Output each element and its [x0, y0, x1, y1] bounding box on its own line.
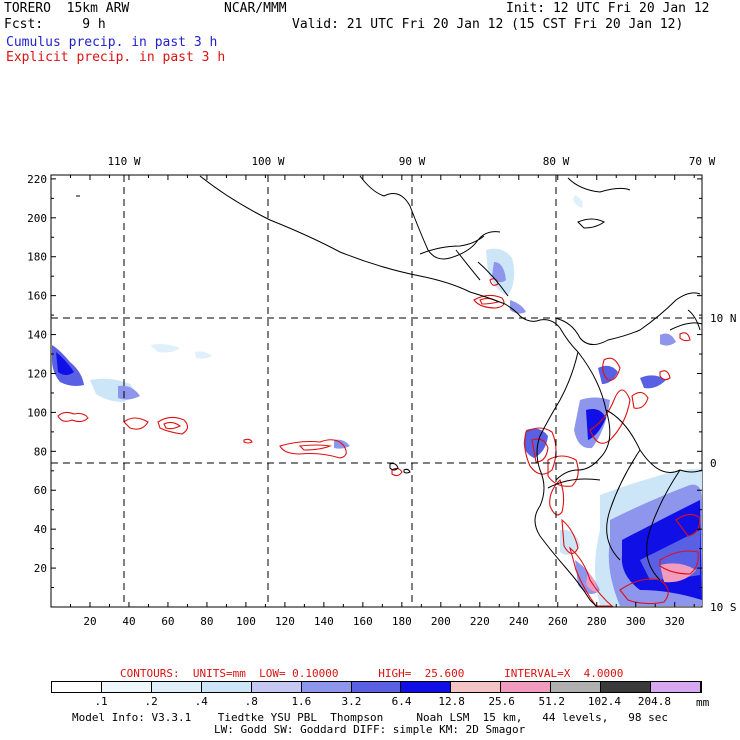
- color-scale-bar: [51, 681, 702, 693]
- color-scale-unit: mm: [696, 696, 710, 709]
- valid-time: Valid: 21 UTC Fri 20 Jan 12 (15 CST Fri …: [292, 17, 684, 32]
- color-scale-swatch: [201, 682, 252, 692]
- explicit-precip-label: Explicit precip. in past 3 h: [6, 50, 226, 65]
- y-tick-label: 60: [34, 484, 47, 497]
- x-tick-label: 120: [275, 615, 295, 628]
- color-scale-label: .8: [244, 695, 258, 708]
- galapagos-island: [389, 463, 399, 471]
- x-tick-label: 300: [626, 615, 646, 628]
- x-tick-label: 280: [587, 615, 607, 628]
- color-scale-label: 102.4: [587, 695, 621, 708]
- color-scale-label: 51.2: [538, 695, 566, 708]
- color-scale-swatch: [52, 682, 102, 692]
- cumulus-precip-label: Cumulus precip. in past 3 h: [6, 35, 218, 50]
- color-scale-label: 3.2: [341, 695, 362, 708]
- y-tick-label: 120: [27, 367, 47, 380]
- x-tick-label: 240: [509, 615, 529, 628]
- color-scale-label: 204.8: [637, 695, 672, 708]
- explicit-precip-contours: [57, 278, 701, 607]
- color-scale-swatch: [501, 682, 552, 692]
- y-tick-label: 80: [34, 445, 47, 458]
- y-tick-label: 160: [27, 290, 47, 303]
- x-tick-label: 320: [665, 615, 685, 628]
- color-scale-swatch: [651, 682, 701, 692]
- color-scale-swatch: [601, 682, 652, 692]
- x-tick-label: 140: [314, 615, 334, 628]
- y-tick-label: 200: [27, 212, 47, 225]
- forecast-hour: Fcst: 9 h: [4, 17, 106, 32]
- color-scale-label: .4: [194, 695, 208, 708]
- color-scale-label: .2: [144, 695, 158, 708]
- color-scale-label: 25.6: [488, 695, 515, 708]
- contour-info: CONTOURS: UNITS=mm LOW= 0.10000 HIGH= 25…: [120, 667, 624, 680]
- init-time: Init: 12 UTC Fri 20 Jan 12: [506, 1, 710, 16]
- color-scale-label: 6.4: [391, 695, 412, 708]
- longitude-label: 100 W: [251, 155, 284, 168]
- color-scale-swatch: [301, 682, 352, 692]
- color-scale-swatch: [151, 682, 202, 692]
- x-tick-label: 60: [161, 615, 174, 628]
- latitude-label: 10 N: [710, 312, 737, 325]
- y-tick-label: 100: [27, 406, 47, 419]
- x-tick-label: 100: [236, 615, 256, 628]
- color-scale-label: 12.8: [438, 695, 465, 708]
- x-tick-label: 160: [353, 615, 373, 628]
- x-tick-label: 260: [548, 615, 568, 628]
- organization-label: NCAR/MMM: [224, 1, 287, 16]
- longitude-label: 80 W: [543, 155, 570, 168]
- y-tick-label: 220: [27, 173, 47, 186]
- model-info-line2: LW: Godd SW: Goddard DIFF: simple KM: 2D…: [214, 723, 526, 736]
- axis-ticks: [51, 175, 702, 607]
- longitude-label: 70 W: [689, 155, 716, 168]
- color-scale-label: .1: [94, 695, 108, 708]
- cumulus-precip-shading: [52, 195, 702, 606]
- model-title: TORERO 15km ARW: [4, 1, 130, 16]
- color-scale-swatch: [251, 682, 302, 692]
- latitude-label: 10 S: [710, 601, 737, 614]
- color-scale-labels: .1 .2 .4 .8 1.6 3.2 6.4 12.8 25.6 51.2 102.4 204.8: [0, 696, 740, 710]
- model-info-line1: Model Info: V3.3.1 Tiedtke YSU PBL Thomp…: [72, 711, 669, 724]
- x-tick-label: 220: [470, 615, 490, 628]
- coastlines: [199, 175, 703, 607]
- map-frame: [50, 174, 703, 608]
- x-tick-label: 20: [83, 615, 96, 628]
- color-scale-swatch: [451, 682, 502, 692]
- color-scale-label: 1.6: [291, 695, 312, 708]
- y-tick-label: 140: [27, 329, 47, 342]
- x-tick-label: 80: [200, 615, 213, 628]
- longitude-label: 110 W: [107, 155, 140, 168]
- axis-labels: 20 40 60 80 100 120 140 160 180 200 220 240 260 280 30…: [27, 155, 736, 628]
- y-tick-label: 20: [34, 562, 47, 575]
- galapagos-island: [403, 468, 411, 474]
- color-scale-swatch: [401, 682, 452, 692]
- y-tick-label: 40: [34, 523, 47, 536]
- color-scale-swatch: [551, 682, 602, 692]
- color-scale-swatch: [101, 682, 152, 692]
- longitude-label: 90 W: [399, 155, 426, 168]
- x-tick-label: 200: [431, 615, 451, 628]
- latitude-label: 0: [710, 457, 717, 470]
- x-tick-label: 180: [392, 615, 412, 628]
- x-tick-label: 40: [122, 615, 135, 628]
- graticule: [51, 175, 702, 607]
- color-scale-swatch: [351, 682, 402, 692]
- y-tick-label: 180: [27, 251, 47, 264]
